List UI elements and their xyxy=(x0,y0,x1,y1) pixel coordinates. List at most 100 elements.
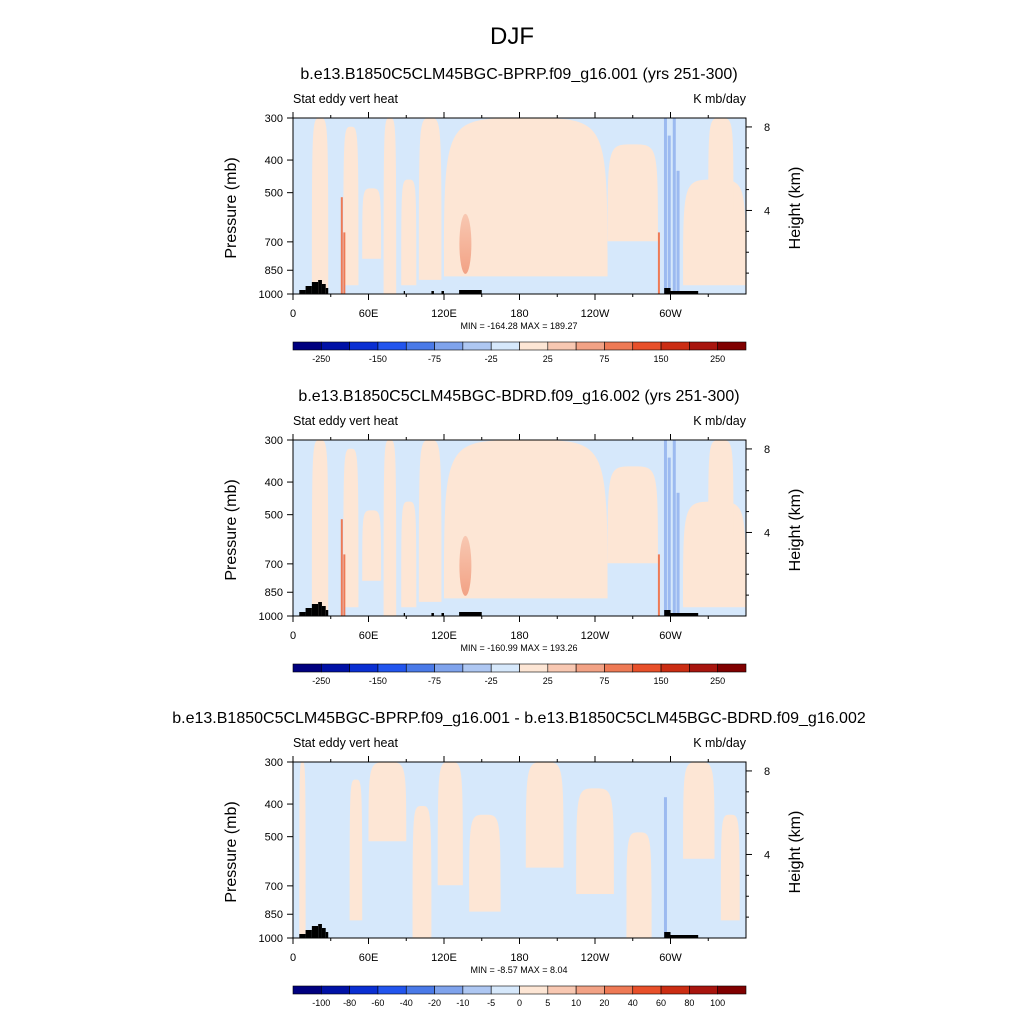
topography-block xyxy=(325,288,329,294)
topography-block xyxy=(431,613,434,616)
y-tick-label: 850 xyxy=(265,909,283,921)
x-tick-label: 60W xyxy=(659,630,682,642)
positive-region xyxy=(437,762,463,886)
topography-block xyxy=(441,291,444,294)
y-tick-label: 400 xyxy=(265,477,283,489)
negative-streak xyxy=(676,170,680,294)
positive-region xyxy=(708,118,734,215)
colorbar-swatch xyxy=(377,985,407,995)
topography-block xyxy=(325,932,329,938)
colorbar-swatch xyxy=(717,341,747,351)
colorbar-swatch xyxy=(519,985,549,995)
positive-region xyxy=(299,762,306,938)
positive-region xyxy=(525,762,564,868)
colorbar-swatch xyxy=(405,985,435,995)
colorbar-label: -100 xyxy=(312,998,330,1008)
x-tick-label: 180 xyxy=(510,952,528,964)
positive-region xyxy=(311,440,329,616)
y-tick-label: 850 xyxy=(265,587,283,599)
units-label: K mb/day xyxy=(693,92,747,106)
positive-region xyxy=(418,440,442,602)
positive-regions xyxy=(311,118,746,294)
colorbar-swatch xyxy=(604,663,634,673)
x-tick-label: 120W xyxy=(581,308,610,320)
colorbar-swatch xyxy=(689,985,718,995)
colorbar-label: -10 xyxy=(456,998,469,1008)
y-tick-label: 700 xyxy=(265,881,283,893)
colorbar-label: -150 xyxy=(369,354,387,364)
colorbar-swatch xyxy=(462,985,492,995)
colorbar-label: 75 xyxy=(599,354,609,364)
x-tick-label: 120W xyxy=(581,630,610,642)
positive-streak xyxy=(657,232,660,294)
positive-region xyxy=(362,188,382,259)
y-tick-label: 400 xyxy=(265,799,283,811)
colorbar-swatch xyxy=(405,663,435,673)
positive-region xyxy=(607,144,658,242)
y2-tick-label: 4 xyxy=(764,205,770,217)
y2-tick-label: 8 xyxy=(764,444,770,456)
y2-axis: 4 8 Height (km) xyxy=(746,766,804,918)
y-tick-label: 850 xyxy=(265,265,283,277)
topography-block xyxy=(459,612,482,616)
colorbar-label: 10 xyxy=(571,998,581,1008)
topography-block xyxy=(299,612,306,616)
colorbar-swatch xyxy=(490,663,520,673)
negative-streak xyxy=(667,457,671,616)
colorbar-swatch xyxy=(321,341,350,351)
topography-block xyxy=(459,290,482,294)
plot-area xyxy=(293,118,746,294)
y2-axis-title: Height (km) xyxy=(787,811,804,894)
panel-2: b.e13.B1850C5CLM45BGC-BDRD.f09_g16.002 (… xyxy=(223,388,804,686)
y2-axis-title: Height (km) xyxy=(787,167,804,250)
y2-tick-label: 4 xyxy=(764,849,770,861)
positive-region xyxy=(720,814,740,921)
positive-region xyxy=(311,118,329,294)
topography-block xyxy=(321,928,326,938)
colorbar-swatch xyxy=(377,663,407,673)
x-axis: 0 60E 120E 180 120W 60W xyxy=(290,756,709,964)
colorbar-label: -150 xyxy=(369,676,387,686)
colorbar-label: 25 xyxy=(543,354,553,364)
x-axis: 0 60E 120E 180 120W 60W xyxy=(290,434,709,642)
y-tick-label: 500 xyxy=(265,188,283,200)
colorbar-swatch xyxy=(632,985,662,995)
colorbar-swatch xyxy=(434,341,464,351)
positive-streak xyxy=(340,197,343,294)
units-label: K mb/day xyxy=(693,414,747,428)
positive-region xyxy=(576,788,614,894)
colorbar-label: -75 xyxy=(428,676,441,686)
x-tick-label: 60W xyxy=(659,952,682,964)
plot-area xyxy=(293,762,746,938)
colorbar-swatch xyxy=(490,341,520,351)
colorbar-swatch xyxy=(349,663,379,673)
y2-axis: 4 8 Height (km) xyxy=(746,444,804,596)
x-tick-label: 60E xyxy=(359,308,379,320)
negative-streak xyxy=(663,118,667,294)
y2-tick-label: 8 xyxy=(764,122,770,134)
variable-label: Stat eddy vert heat xyxy=(293,92,398,106)
positive-regions xyxy=(299,762,740,938)
positive-regions xyxy=(311,440,746,616)
colorbar-swatch xyxy=(292,341,322,351)
units-label: K mb/day xyxy=(693,736,747,750)
topography-block xyxy=(325,610,329,616)
y-axis: 300 400 500 700 850 1000 Pressure (mb) xyxy=(223,113,293,301)
negative-streak xyxy=(672,440,676,616)
variable-label: Stat eddy vert heat xyxy=(293,414,398,428)
topography-block xyxy=(321,606,326,616)
colorbar-label: -25 xyxy=(485,354,498,364)
y-tick-label: 400 xyxy=(265,155,283,167)
topography-block xyxy=(311,604,319,616)
negative-streak xyxy=(676,492,680,616)
colorbar-swatch xyxy=(604,985,634,995)
panel-3: b.e13.B1850C5CLM45BGC-BPRP.f09_g16.001 -… xyxy=(172,710,866,1008)
y-axis-title: Pressure (mb) xyxy=(223,157,240,258)
topography-block xyxy=(670,291,699,294)
figure-title: DJF xyxy=(490,23,534,50)
x-tick-label: 0 xyxy=(290,630,296,642)
x-tick-label: 60E xyxy=(359,952,379,964)
colorbar-label: 40 xyxy=(628,998,638,1008)
colorbar-swatch xyxy=(490,985,520,995)
